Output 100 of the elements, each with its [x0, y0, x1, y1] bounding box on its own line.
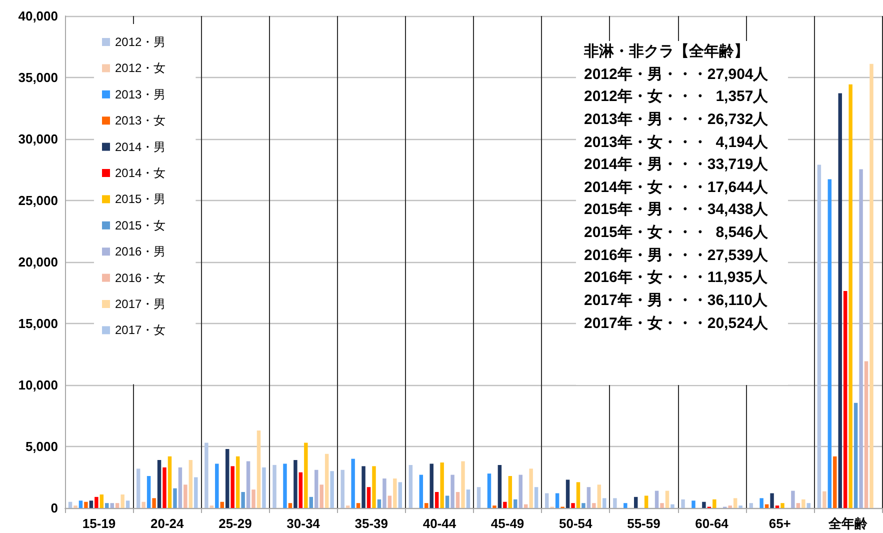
bar — [644, 496, 648, 508]
bar — [419, 474, 424, 508]
chart-title: 非淋・非クラ【全年齢】 — [584, 43, 749, 60]
bar — [854, 402, 858, 508]
bar — [806, 503, 811, 508]
bar — [162, 467, 166, 508]
bar — [518, 474, 522, 508]
bar — [476, 487, 481, 508]
bar — [204, 442, 208, 508]
annotation: 2014年・女・・・17,644人 — [584, 178, 770, 198]
bar — [544, 493, 549, 508]
x-tick-label: 45-49 — [490, 516, 524, 531]
legend-label: 2013・男 — [115, 87, 166, 102]
bar — [692, 500, 696, 508]
legend-label: 2014・女 — [115, 166, 166, 180]
bar — [456, 492, 460, 508]
bar — [78, 500, 83, 508]
bar — [503, 502, 507, 508]
bar — [236, 456, 240, 508]
legend-label: 2012・男 — [115, 35, 166, 49]
bar — [294, 460, 298, 508]
bar — [340, 470, 344, 508]
bar — [408, 464, 413, 508]
legend-label: 2016・男 — [115, 244, 166, 259]
bar — [314, 470, 318, 508]
bar — [309, 496, 314, 508]
annotation: 2015年・女・・・ 8,546人 — [584, 223, 770, 244]
legend-label: 2014・男 — [115, 140, 166, 154]
bar — [225, 448, 230, 508]
bar — [770, 493, 774, 508]
bar — [120, 494, 124, 508]
bar — [178, 467, 182, 508]
x-tick-label: 20-24 — [150, 516, 185, 531]
bar — [188, 460, 193, 508]
x-tick-label: 15-19 — [82, 516, 116, 531]
y-tick-label: 0 — [50, 500, 58, 516]
y-tick-label: 35,000 — [18, 70, 58, 85]
annotation: 2013年・女・・・ 4,194人 — [584, 132, 770, 153]
bar — [838, 93, 842, 508]
y-tick-label: 25,000 — [18, 193, 58, 208]
bar — [372, 466, 376, 508]
bar — [398, 482, 402, 508]
bar — [702, 502, 706, 508]
bar — [571, 503, 575, 508]
x-tick-label: 40-44 — [422, 516, 457, 531]
bar — [252, 490, 256, 508]
bar — [304, 442, 308, 508]
bar — [184, 484, 188, 508]
legend-label: 2017・女 — [115, 323, 166, 338]
bar — [749, 503, 753, 508]
y-tick-label: 20,000 — [18, 254, 58, 270]
bar — [461, 461, 465, 508]
x-tick-label: 65+ — [768, 516, 792, 531]
y-tick-label: 10,000 — [18, 378, 58, 392]
bar — [802, 499, 806, 508]
bar — [508, 476, 512, 508]
bar — [246, 461, 250, 508]
bar — [110, 503, 114, 508]
bar — [152, 498, 156, 508]
bar — [440, 462, 444, 508]
x-tick-label: 全年齢 — [827, 516, 868, 531]
bar — [555, 493, 560, 508]
bar — [487, 474, 492, 508]
annotation: 2016年・男・・・27,539人 — [584, 246, 770, 266]
bar — [424, 503, 428, 508]
annotation: 2012年・男・・・27,904人 — [584, 64, 770, 85]
bar — [430, 464, 434, 508]
x-tick-label: 30-34 — [286, 516, 321, 531]
bar — [445, 496, 450, 508]
annotation: 2015年・男・・・34,438人 — [584, 200, 770, 220]
bar — [498, 464, 502, 508]
bar — [288, 503, 292, 508]
annotation: 2017年・女・・・20,524人 — [584, 314, 770, 334]
bar — [576, 482, 580, 508]
bar — [660, 503, 664, 508]
bar — [760, 498, 764, 508]
x-tick-label: 35-39 — [354, 516, 388, 531]
bar — [843, 290, 848, 508]
y-tick-label: 40,000 — [18, 8, 58, 24]
bar — [833, 456, 837, 508]
y-tick-label: 30,000 — [18, 132, 58, 146]
bar — [241, 492, 245, 508]
bar — [100, 494, 104, 508]
bar — [68, 502, 72, 508]
bar — [320, 484, 324, 508]
bar — [146, 476, 151, 508]
bar — [514, 499, 518, 508]
bar — [870, 64, 874, 508]
bar — [362, 466, 366, 508]
bar — [105, 503, 109, 508]
legend-label: 2016・女 — [115, 270, 166, 285]
bar — [126, 500, 130, 508]
bar — [393, 478, 397, 508]
bar — [733, 498, 738, 508]
legend-label: 2015・女 — [115, 218, 166, 232]
bar — [670, 504, 674, 508]
legend-label: 2015・男 — [115, 192, 166, 206]
legend-label: 2012・女 — [115, 61, 166, 76]
bar — [654, 490, 659, 508]
annotation: 2013年・男・・・26,732人 — [584, 110, 770, 130]
